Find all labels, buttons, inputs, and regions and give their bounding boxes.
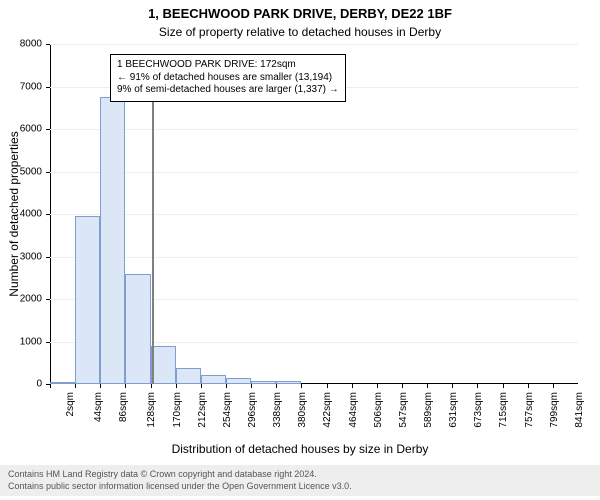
chart-title-main: 1, BEECHWOOD PARK DRIVE, DERBY, DE22 1BF bbox=[0, 6, 600, 21]
xtick-label: 799sqm bbox=[548, 392, 559, 428]
chart-container: 1, BEECHWOOD PARK DRIVE, DERBY, DE22 1BF… bbox=[0, 0, 600, 500]
ytick-label: 0 bbox=[0, 379, 42, 390]
chart-title-sub: Size of property relative to detached ho… bbox=[0, 25, 600, 39]
xtick-label: 212sqm bbox=[196, 392, 207, 428]
ytick-label: 1000 bbox=[0, 336, 42, 347]
xtick-label: 631sqm bbox=[448, 392, 459, 428]
xtick-mark bbox=[528, 384, 529, 388]
xtick-label: 422sqm bbox=[322, 392, 333, 428]
ytick-label: 3000 bbox=[0, 251, 42, 262]
xtick-label: 464sqm bbox=[347, 392, 358, 428]
histogram-bar bbox=[176, 368, 201, 384]
histogram-bar bbox=[100, 97, 125, 384]
xtick-label: 170sqm bbox=[171, 392, 182, 428]
ytick-label: 8000 bbox=[0, 39, 42, 50]
xtick-mark bbox=[176, 384, 177, 388]
xtick-label: 506sqm bbox=[372, 392, 383, 428]
histogram-bar bbox=[151, 346, 176, 384]
histogram-bar bbox=[50, 382, 75, 384]
xtick-label: 86sqm bbox=[118, 392, 129, 422]
histogram-bar bbox=[201, 375, 226, 384]
histogram-bar bbox=[251, 381, 276, 384]
histogram-bar bbox=[75, 216, 100, 384]
ytick-mark bbox=[46, 172, 50, 173]
ytick-mark bbox=[46, 214, 50, 215]
ytick-mark bbox=[46, 257, 50, 258]
xtick-mark bbox=[452, 384, 453, 388]
ytick-mark bbox=[46, 129, 50, 130]
xtick-mark bbox=[100, 384, 101, 388]
xtick-mark bbox=[276, 384, 277, 388]
marker-line bbox=[152, 64, 154, 384]
annotation-line: 1 BEECHWOOD PARK DRIVE: 172sqm bbox=[117, 59, 339, 72]
ytick-label: 5000 bbox=[0, 166, 42, 177]
xtick-mark bbox=[50, 384, 51, 388]
xtick-label: 673sqm bbox=[473, 392, 484, 428]
ytick-label: 2000 bbox=[0, 294, 42, 305]
ytick-label: 7000 bbox=[0, 81, 42, 92]
xtick-mark bbox=[226, 384, 227, 388]
xtick-label: 2sqm bbox=[65, 392, 76, 416]
gridline bbox=[50, 214, 578, 215]
histogram-bar bbox=[276, 381, 301, 384]
xtick-label: 380sqm bbox=[297, 392, 308, 428]
xtick-mark bbox=[251, 384, 252, 388]
xtick-mark bbox=[151, 384, 152, 388]
xtick-mark bbox=[427, 384, 428, 388]
ytick-mark bbox=[46, 342, 50, 343]
xtick-label: 589sqm bbox=[423, 392, 434, 428]
ytick-label: 6000 bbox=[0, 124, 42, 135]
histogram-bar bbox=[125, 274, 150, 385]
xtick-mark bbox=[301, 384, 302, 388]
xtick-label: 547sqm bbox=[398, 392, 409, 428]
xtick-label: 757sqm bbox=[523, 392, 534, 428]
gridline bbox=[50, 257, 578, 258]
xtick-mark bbox=[503, 384, 504, 388]
xtick-mark bbox=[477, 384, 478, 388]
xtick-label: 338sqm bbox=[272, 392, 283, 428]
xtick-label: 841sqm bbox=[574, 392, 585, 428]
gridline bbox=[50, 172, 578, 173]
ytick-mark bbox=[46, 44, 50, 45]
xtick-mark bbox=[352, 384, 353, 388]
xtick-label: 715sqm bbox=[498, 392, 509, 428]
xtick-label: 296sqm bbox=[247, 392, 258, 428]
ytick-label: 4000 bbox=[0, 209, 42, 220]
footer-line: Contains HM Land Registry data © Crown c… bbox=[8, 469, 592, 481]
xtick-mark bbox=[75, 384, 76, 388]
xtick-label: 128sqm bbox=[146, 392, 157, 428]
xtick-label: 44sqm bbox=[93, 392, 104, 422]
footer-line: Contains public sector information licen… bbox=[8, 481, 592, 493]
annotation-box: 1 BEECHWOOD PARK DRIVE: 172sqm← 91% of d… bbox=[110, 54, 346, 102]
annotation-line: 9% of semi-detached houses are larger (1… bbox=[117, 84, 339, 97]
footer: Contains HM Land Registry data © Crown c… bbox=[0, 465, 600, 496]
annotation-line: ← 91% of detached houses are smaller (13… bbox=[117, 72, 339, 85]
xtick-mark bbox=[377, 384, 378, 388]
xtick-mark bbox=[402, 384, 403, 388]
gridline bbox=[50, 129, 578, 130]
histogram-bar bbox=[226, 378, 251, 384]
xtick-mark bbox=[553, 384, 554, 388]
xtick-mark bbox=[125, 384, 126, 388]
xtick-mark bbox=[201, 384, 202, 388]
plot-area: 1 BEECHWOOD PARK DRIVE: 172sqm← 91% of d… bbox=[50, 44, 578, 384]
ytick-mark bbox=[46, 87, 50, 88]
x-axis-label: Distribution of detached houses by size … bbox=[0, 442, 600, 456]
gridline bbox=[50, 44, 578, 45]
xtick-mark bbox=[327, 384, 328, 388]
xtick-label: 254sqm bbox=[222, 392, 233, 428]
ytick-mark bbox=[46, 299, 50, 300]
